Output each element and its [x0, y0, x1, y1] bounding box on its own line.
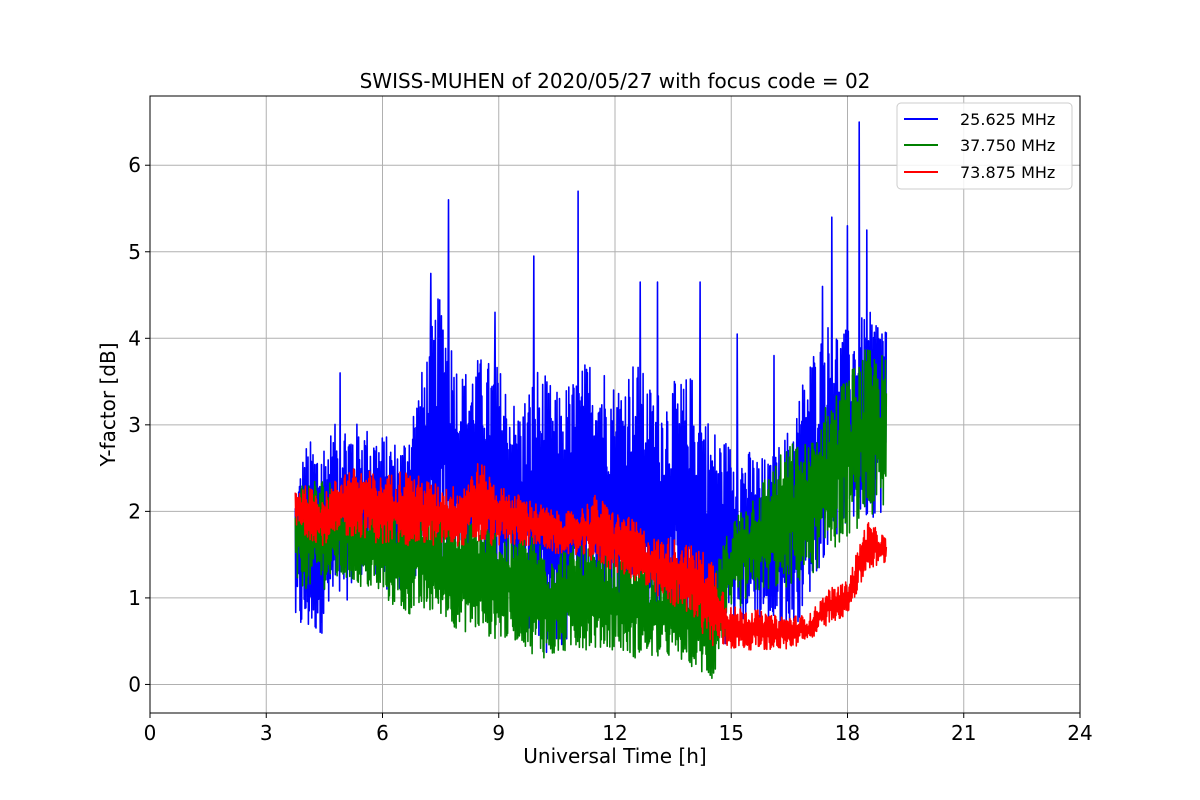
y-tick-label: 2 [128, 499, 141, 523]
legend-label-37750: 37.750 MHz [960, 136, 1055, 155]
legend-label-73875: 73.875 MHz [960, 163, 1055, 182]
x-tick-label: 12 [602, 721, 627, 745]
legend: 25.625 MHz 37.750 MHz 73.875 MHz [896, 102, 1073, 190]
x-tick-label: 6 [376, 721, 389, 745]
x-tick-label: 18 [835, 721, 860, 745]
chart-title: SWISS-MUHEN of 2020/05/27 with focus cod… [360, 69, 871, 93]
legend-box [896, 102, 1073, 190]
y-tick-label: 3 [128, 413, 141, 437]
x-tick-label: 21 [951, 721, 976, 745]
plot-data [294, 121, 888, 679]
y-tick-label: 0 [128, 672, 141, 696]
legend-label-25625: 25.625 MHz [960, 110, 1055, 129]
x-tick-label: 24 [1067, 721, 1092, 745]
x-tick-label: 15 [719, 721, 744, 745]
x-tick-label: 0 [144, 721, 157, 745]
y-tick-label: 5 [128, 240, 141, 264]
y-tick-label: 4 [128, 326, 141, 350]
y-tick-label: 6 [128, 153, 141, 177]
series-line-73875 [294, 463, 888, 651]
x-tick-label: 9 [492, 721, 505, 745]
x-tick-label: 3 [260, 721, 273, 745]
y-tick-label: 1 [128, 586, 141, 610]
y-axis-label: Y-factor [dB] [96, 342, 120, 467]
x-axis-label: Universal Time [h] [523, 744, 706, 768]
